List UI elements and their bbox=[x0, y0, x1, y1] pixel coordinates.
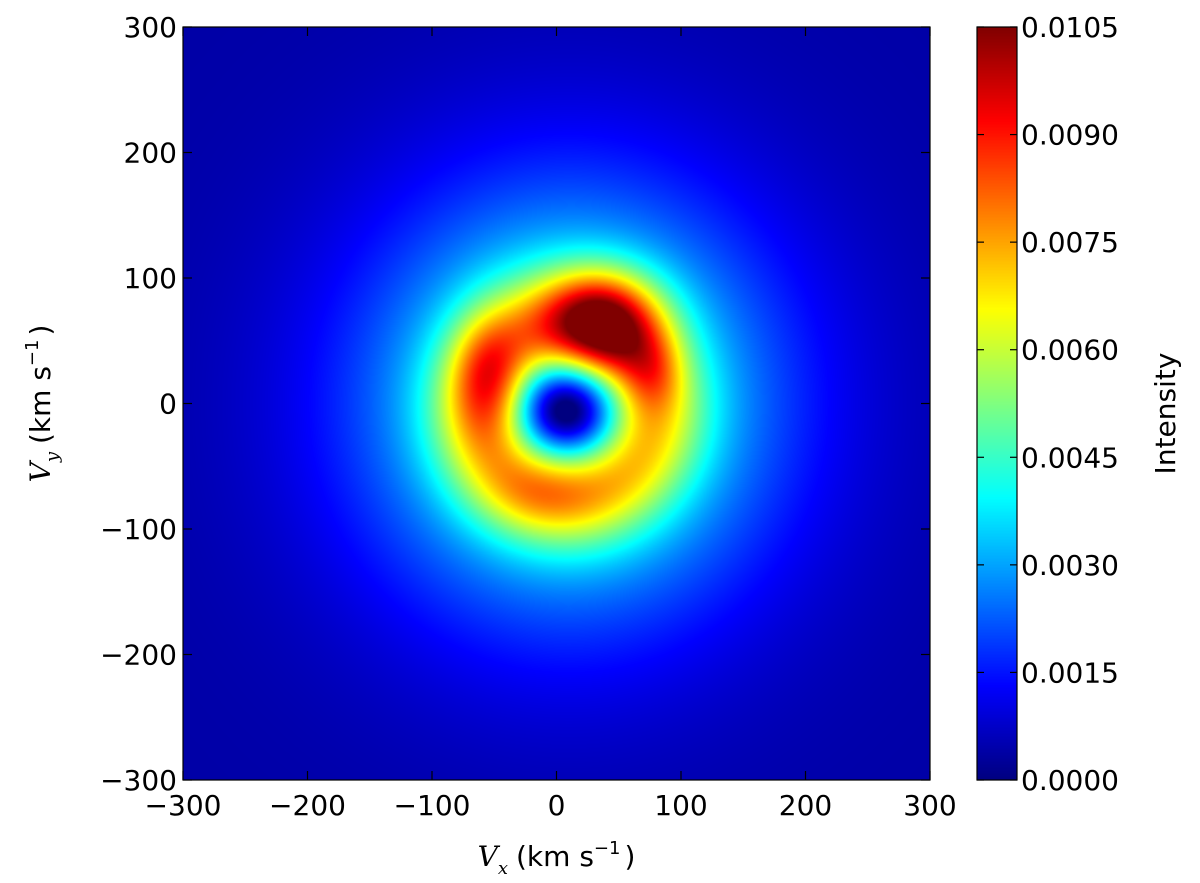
x-tick-label: −300 bbox=[145, 789, 222, 822]
x-axis-label-close: ) bbox=[624, 840, 635, 873]
y-axis-label-exponent: −1 bbox=[22, 340, 43, 367]
colorbar-tick-label: 0.0060 bbox=[1021, 334, 1119, 367]
heatmap-image bbox=[183, 27, 930, 780]
y-tick-label: 100 bbox=[124, 262, 177, 295]
colorbar-tick-label: 0.0090 bbox=[1021, 119, 1119, 152]
x-axis-label-exponent: −1 bbox=[594, 838, 621, 859]
y-tick-label: −300 bbox=[100, 764, 177, 797]
labels-layer: Vx (km s−1)Vy(km s−1) bbox=[22, 325, 635, 879]
x-axis-label-subscript: x bbox=[498, 858, 508, 879]
colorbar-tick-label: 0.0030 bbox=[1021, 549, 1119, 582]
colorbar-label: Intensity bbox=[1149, 353, 1182, 475]
y-tick-label: 200 bbox=[124, 137, 177, 170]
x-tick-label: 300 bbox=[903, 789, 956, 822]
y-tick-label: 300 bbox=[124, 11, 177, 44]
x-axis-label-unit: (km s bbox=[516, 840, 594, 873]
x-tick-label: −200 bbox=[269, 789, 346, 822]
y-axis-label-unit: (km s bbox=[24, 366, 57, 444]
y-axis-label: Vy (km s−1) bbox=[22, 325, 63, 483]
colorbar-tick-label: 0.0075 bbox=[1021, 226, 1119, 259]
y-axis-label-close: ) bbox=[24, 325, 57, 336]
x-tick-label: 200 bbox=[779, 789, 832, 822]
x-axis-label: Vx (km s−1) bbox=[478, 838, 636, 879]
y-axis-label-subscript: y bbox=[42, 451, 63, 463]
x-tick-label: 100 bbox=[654, 789, 707, 822]
colorbar-tick-label: 0.0015 bbox=[1021, 656, 1119, 689]
y-tick-label: −200 bbox=[100, 639, 177, 672]
y-tick-label: 0 bbox=[159, 388, 177, 421]
heatmap-layer bbox=[183, 27, 930, 780]
x-tick-label: −100 bbox=[394, 789, 471, 822]
colorbar-layer: 0.0000 0.0015 0.0030 0.0045 0.0060 0.0075 0.00… bbox=[976, 11, 1182, 797]
colorbar-tick-label: 0.0045 bbox=[1021, 441, 1119, 474]
y-tick-label: −100 bbox=[100, 513, 177, 546]
colorbar-gradient bbox=[977, 27, 1017, 780]
colorbar-tick-label: 0.0105 bbox=[1021, 11, 1119, 44]
colorbar-frame bbox=[976, 26, 1018, 781]
x-axis-label-symbol: V bbox=[478, 840, 501, 873]
axes-layer: −300 −200 −100 0 100 200 300 −300 −200 −100 0 100 20… bbox=[100, 11, 957, 822]
colorbar-tick-label: 0.0000 bbox=[1021, 764, 1119, 797]
y-axis-label-symbol: V bbox=[24, 459, 57, 482]
x-tick-label: 0 bbox=[548, 789, 566, 822]
